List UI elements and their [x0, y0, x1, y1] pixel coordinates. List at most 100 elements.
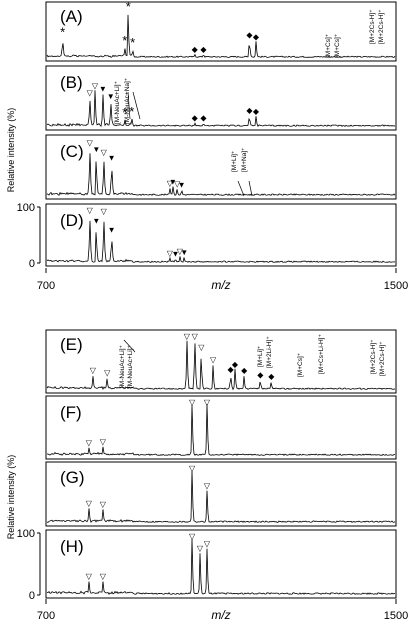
spectrum-trace [46, 470, 396, 523]
peak-marker: ▼ [108, 154, 116, 163]
peak-marker: * [122, 105, 127, 120]
panel-label: (G) [60, 468, 85, 487]
y-tick-label: 0 [29, 258, 35, 270]
annotation-connector [127, 91, 131, 120]
peak-marker: ▼ [178, 181, 186, 190]
x-tick-label: 1500 [384, 280, 408, 292]
peak-annotation: [M+Li]⁺ [231, 150, 238, 172]
y-tick-label: 100 [17, 202, 35, 214]
peak-marker: ▽ [101, 207, 108, 216]
peak-marker: ◆ [200, 45, 207, 54]
peak-marker: ▼ [99, 85, 107, 94]
peak-marker: ▽ [197, 544, 204, 553]
x-tick-label: 700 [37, 280, 55, 292]
x-axis: 700 1500 [37, 268, 408, 292]
panel-label: (B) [60, 73, 83, 92]
x-axis: 700 1500 [37, 599, 408, 622]
y-axis-label: Relative intensity (%) [6, 455, 16, 540]
panel-label: (F) [60, 403, 82, 422]
x-axis-label: m/z [211, 278, 230, 292]
peak-marker: ▽ [104, 368, 111, 377]
spectrum-trace [46, 220, 396, 263]
spectrum-trace [46, 404, 396, 456]
peak-marker: * [129, 104, 134, 119]
panel-c: ▽▼ ▽▼▽▼▽▼(C) [45, 134, 397, 200]
peak-marker: ◆ [253, 107, 260, 116]
spectrum-trace [46, 153, 396, 196]
peak-marker: ▽ [87, 206, 94, 215]
x-tick-label: 700 [37, 610, 55, 622]
peak-marker: ▽ [86, 499, 93, 508]
peak-marker: ▽ [100, 572, 107, 581]
panel-frame [45, 529, 397, 599]
peak-marker: ▽ [87, 138, 94, 147]
peak-marker: ▽ [204, 482, 211, 491]
panel-frame [45, 1, 397, 62]
annotation-connector [237, 180, 245, 197]
peak-marker: ▽ [90, 366, 97, 375]
peak-marker: ◆ [246, 106, 253, 115]
panel-frame [45, 329, 397, 394]
peak-marker: ◆ [192, 45, 199, 54]
panel-b: ▽▽ ▼▼* * ◆ ◆◆ ◆(B) [45, 65, 397, 131]
peak-marker: ▼ [107, 92, 115, 101]
peak-annotation: [M+2Cs-H]⁺ [378, 9, 385, 44]
peak-marker: ▽ [192, 332, 199, 341]
peak-marker: ▽ [87, 88, 94, 97]
panel-a: **** ◆ ◆◆ ◆(A) [45, 0, 397, 62]
peak-marker: ▼ [92, 217, 100, 226]
peak-annotation: [M+Cs]⁺ [297, 352, 304, 377]
peak-marker: ▼ [169, 177, 177, 186]
panel-h: ▽ ▽▽▽▽(H) [45, 529, 397, 599]
peak-marker: ▼ [92, 145, 100, 154]
peak-marker: ▽ [189, 398, 196, 407]
peak-marker: ◆ [200, 114, 207, 123]
panel-label: (D) [60, 211, 84, 230]
peak-marker: ▼ [108, 225, 116, 234]
peak-marker: ◆ [232, 360, 239, 369]
annotation-connector [123, 339, 136, 353]
peak-marker: * [126, 0, 131, 14]
spectrum-trace [46, 90, 396, 127]
peak-marker: ▽ [86, 439, 93, 448]
peak-annotation: [M+2Cs-H]⁺ [369, 9, 376, 44]
peak-marker: ◆ [192, 114, 199, 123]
panel-e: ▽ ▽▽ ▽▽▽◆◆◆ ◆ ◆(E) [45, 329, 397, 394]
peak-marker: ▽ [174, 179, 181, 188]
peak-marker: ▽ [198, 343, 205, 352]
y-axis-label: Relative intensity (%) [6, 108, 16, 193]
peak-annotation: [M+Cs]⁺ [334, 33, 341, 58]
x-tick-label: 1500 [384, 610, 408, 622]
y-axis: 100 0 [17, 202, 41, 270]
y-tick-label: 100 [17, 528, 35, 540]
peak-marker: ▽ [204, 398, 211, 407]
panel-f: ▽ ▽ ▽ ▽ (F) [45, 395, 397, 460]
peak-marker: ▽ [189, 532, 196, 541]
panel-frame [45, 203, 397, 267]
peak-marker: ▽ [101, 148, 108, 157]
peak-marker: ◆ [246, 30, 253, 39]
x-axis-label: m/z [211, 608, 230, 622]
peak-marker: ◆ [241, 366, 248, 375]
peak-annotation: [M+2Li-H]⁺ [266, 336, 273, 368]
peak-marker: * [122, 33, 127, 48]
peak-marker: * [60, 24, 65, 39]
peak-marker: ▽ [92, 81, 99, 90]
peak-annotation: [M-NeuAc+Li]⁺ [114, 80, 121, 124]
peak-annotation: [M-NeuAc+Na]⁺ [124, 77, 131, 124]
spectrum-trace [46, 14, 396, 58]
peak-marker: ▽ [100, 437, 107, 446]
panel-frame [45, 461, 397, 527]
panel-label: (A) [60, 7, 83, 26]
peak-marker: ▽ [167, 179, 174, 188]
peak-marker: ▽ [167, 249, 174, 258]
panel-label: (H) [60, 537, 84, 556]
peak-marker: ◆ [228, 365, 235, 374]
panel-g: ▽ ▽ ▽ ▽ (G) [45, 461, 397, 527]
peak-marker: ▽ [210, 356, 217, 365]
peak-marker: ◆ [253, 32, 260, 41]
annotation-connector [248, 180, 253, 197]
peak-annotation: [M-NeuAc+Li]⁺ [127, 344, 134, 388]
peak-annotation: [M+2Cs-H]⁺ [379, 341, 386, 376]
